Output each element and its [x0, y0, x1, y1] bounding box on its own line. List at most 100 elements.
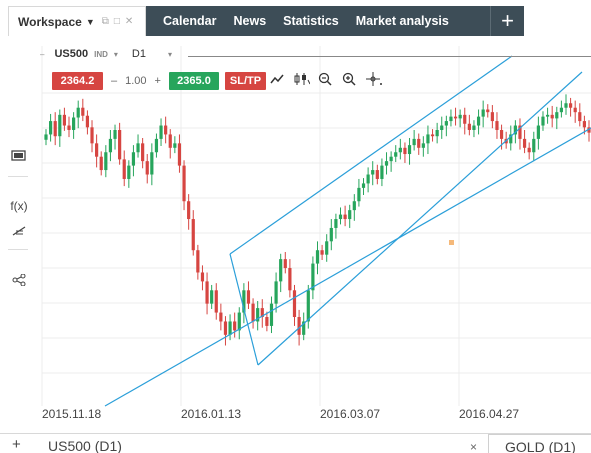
close-icon[interactable]: × [470, 440, 478, 453]
candle-body [265, 317, 269, 326]
candle-body [513, 125, 517, 135]
candle-body [191, 219, 195, 251]
candle-body [476, 116, 481, 126]
candle-body [550, 114, 554, 119]
candle-body [292, 290, 297, 318]
candle-body [297, 317, 301, 335]
candle-body [53, 121, 57, 137]
chevron-down-icon[interactable]: ▾ [113, 49, 118, 59]
candle-body [118, 129, 122, 160]
candle-body [481, 109, 485, 117]
line-chart-icon[interactable] [270, 73, 284, 88]
candle-body [49, 121, 53, 135]
increment-button[interactable]: + [154, 74, 161, 87]
chevron-down-icon[interactable]: ▾ [167, 49, 172, 59]
candle-body [536, 125, 540, 139]
candle-body [164, 125, 168, 135]
candle-body [527, 147, 531, 153]
chevron-down-icon[interactable]: ▼ [85, 16, 95, 27]
candle-body [490, 112, 494, 122]
sltp-button[interactable]: SL/TP [225, 71, 266, 90]
candle-body [366, 174, 370, 184]
candle-body [407, 145, 412, 155]
zoom-in-icon[interactable] [342, 72, 356, 89]
candle-body [182, 165, 186, 202]
workspace-tab[interactable]: Workspace ▼ ⧉ □ ✕ [8, 6, 146, 36]
channel-lower-line [104, 127, 591, 407]
candle-body [357, 187, 361, 202]
share-icon[interactable] [9, 272, 29, 288]
candle-body [541, 116, 545, 126]
candle-body [573, 107, 577, 113]
nav-news[interactable]: News [233, 14, 267, 28]
candle-body [219, 312, 223, 322]
candle-body [311, 263, 315, 291]
candle-body [403, 147, 407, 155]
candle-body [440, 125, 444, 130]
candle-body [145, 161, 149, 175]
buy-button[interactable]: 2365.0 [169, 71, 219, 90]
channel-handle-marker[interactable] [449, 240, 454, 245]
candle-body [545, 114, 550, 117]
symbol-label[interactable]: US500 [54, 48, 89, 60]
nav-statistics[interactable]: Statistics [283, 14, 339, 28]
candle-body [44, 134, 48, 140]
candle-body [62, 114, 67, 126]
candle-body [394, 152, 398, 157]
candle-body [315, 250, 320, 264]
header-divider [188, 56, 591, 57]
candle-body [352, 201, 356, 211]
candle-body [467, 123, 471, 130]
decrement-button[interactable]: – [111, 74, 118, 87]
crosshair-icon[interactable] [366, 72, 382, 89]
main-nav: Calendar News Statistics Market analysis… [146, 6, 524, 36]
price-chart[interactable] [0, 36, 591, 433]
candle-body [196, 250, 200, 273]
candle-body [564, 103, 568, 108]
candle-body [95, 143, 99, 157]
candle-body [58, 114, 62, 137]
candle-body [177, 143, 182, 166]
candles [44, 94, 591, 346]
candle-body [559, 107, 563, 113]
zoom-out-icon[interactable] [318, 72, 332, 89]
candle-body [113, 129, 117, 139]
drawing-tools-icon[interactable] [9, 223, 29, 239]
minus-icon[interactable]: – [40, 49, 45, 59]
quantity-value[interactable]: 1.00 [125, 74, 147, 87]
candle-body [380, 165, 384, 179]
candle-body [154, 138, 159, 153]
candle-body [518, 125, 522, 139]
trade-bar: 2364.2 – 1.00 + 2365.0 SL/TP [52, 71, 266, 90]
candle-body [458, 114, 462, 119]
left-toolbar: f(x) [0, 36, 34, 433]
close-icon[interactable]: ✕ [124, 16, 134, 27]
candle-body [361, 183, 366, 188]
candle-body [205, 281, 209, 304]
candle-body [104, 152, 108, 171]
chart-type-icon[interactable] [9, 148, 29, 164]
add-tab-button[interactable]: + [490, 6, 524, 36]
nav-market-analysis[interactable]: Market analysis [355, 14, 449, 28]
sell-button[interactable]: 2364.2 [52, 71, 103, 90]
candle-body [463, 114, 467, 124]
chart-tab-us500[interactable]: US500 (D1) [48, 438, 122, 453]
quantity-stepper[interactable]: – 1.00 + [107, 72, 165, 90]
maximize-icon[interactable]: □ [113, 16, 120, 27]
candle-body [338, 214, 343, 220]
add-chart-button[interactable]: + [12, 436, 21, 453]
market-tag: IND [94, 49, 108, 59]
candle-body [417, 138, 421, 148]
timeframe-label[interactable]: D1 [131, 48, 146, 60]
candle-body [421, 143, 425, 148]
popout-icon[interactable]: ⧉ [101, 16, 109, 27]
candle-body [302, 321, 306, 335]
candlestick-icon[interactable] [294, 72, 311, 89]
indicators-icon[interactable]: f(x) [10, 199, 28, 213]
candle-body [210, 290, 214, 304]
nav-calendar[interactable]: Calendar [163, 14, 217, 28]
top-bar: Workspace ▼ ⧉ □ ✕ Calendar News Statisti… [0, 0, 591, 36]
chart-tab-gold[interactable]: GOLD (D1) [488, 434, 591, 453]
candle-body [242, 290, 246, 313]
